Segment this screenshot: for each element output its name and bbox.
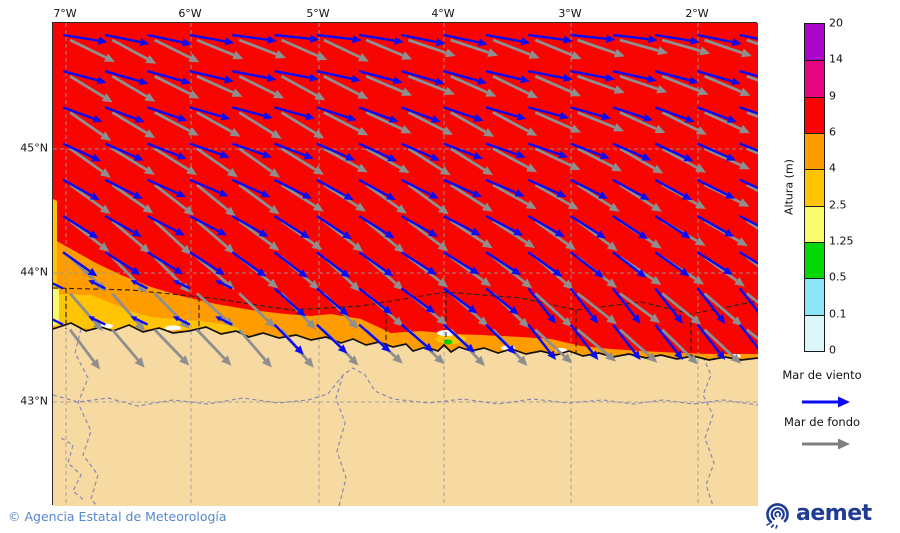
lon-tick-label: 6°W — [178, 7, 202, 20]
colorbar-tick-label: 0.1 — [829, 307, 847, 321]
colorbar-tick-label: 14 — [829, 52, 843, 66]
admin-boundaries-layer — [53, 328, 758, 506]
colorbar-title: Altura (m) — [782, 159, 796, 215]
colorbar-segment — [805, 96, 824, 133]
aemet-logo: aemet — [763, 497, 872, 531]
colorbar-segment — [805, 241, 824, 279]
copyright-text: © Agencia Estatal de Meteorología — [8, 509, 227, 524]
lon-tick-label: 5°W — [306, 7, 330, 20]
colorbar-segment — [805, 314, 824, 351]
land-layer — [53, 323, 758, 506]
map-area — [52, 22, 758, 506]
colorbar-tick-label: 4 — [829, 161, 836, 175]
wind-and-swell-arrows-layer — [53, 33, 758, 370]
colorbar-tick-label: 1.25 — [829, 234, 854, 248]
legend-swell-label: Mar de fondo — [783, 415, 861, 429]
colorbar-segment — [805, 60, 824, 97]
wind-sea-arrow-icon — [802, 396, 850, 408]
lat-tick-label: 45°N — [20, 141, 48, 155]
lon-tick-label: 7°W — [53, 7, 77, 20]
colorbar-segment — [805, 205, 824, 242]
coastline — [53, 322, 758, 361]
lat-tick-label: 43°N — [20, 394, 48, 408]
lat-tick-label: 44°N — [20, 265, 48, 279]
aemet-logo-text: aemet — [796, 501, 872, 526]
lon-tick-label: 2°W — [685, 7, 709, 20]
graticule-layer — [53, 23, 758, 506]
colorbar-tick-label: 20 — [829, 16, 843, 30]
colorbar-tick-label: 0.5 — [829, 270, 847, 284]
colorbar-tick-label: 9 — [829, 89, 836, 103]
legend-wind-sea-label: Mar de viento — [782, 368, 862, 382]
colorbar-segment — [805, 24, 824, 61]
colorbar-tick-label: 0 — [829, 343, 836, 357]
aemet-swirl-icon — [766, 503, 789, 529]
maritime-boundaries-layer — [53, 287, 758, 357]
lon-tick-label: 4°W — [431, 7, 455, 20]
wave-height-map — [53, 23, 758, 506]
colorbar-segment — [805, 278, 824, 315]
colorbar-tick-label: 6 — [829, 125, 836, 139]
colorbar-tick-label: 2.5 — [829, 198, 847, 212]
colorbar — [804, 23, 825, 352]
swell-arrow-icon — [802, 438, 850, 450]
lon-tick-label: 3°W — [558, 7, 582, 20]
colorbar-segment — [805, 169, 824, 206]
colorbar-segment — [805, 132, 824, 170]
